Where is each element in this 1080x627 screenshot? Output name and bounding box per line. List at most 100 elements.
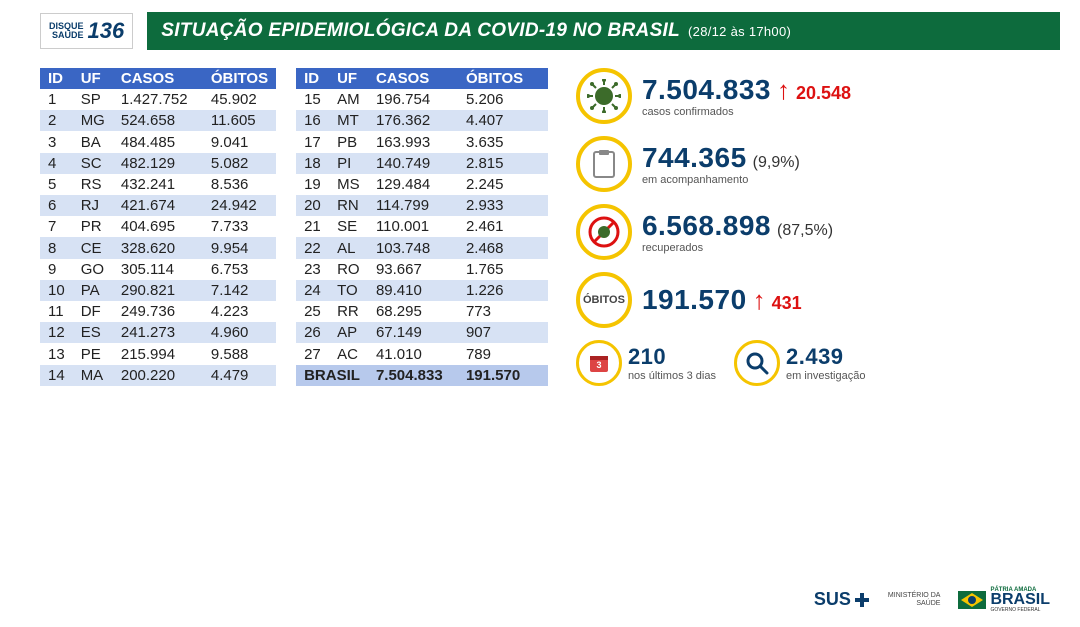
- table-row: 1SP1.427.75245.902: [40, 89, 276, 110]
- investigation-value: 2.439: [786, 344, 866, 370]
- col-uf: UF: [329, 68, 368, 89]
- table-row: 27AC41.010789: [296, 343, 548, 364]
- table-row: 23RO93.6671.765: [296, 259, 548, 280]
- cell-id: 19: [296, 174, 329, 195]
- cell-obitos: 4.407: [458, 110, 548, 131]
- cell-uf: PA: [73, 280, 113, 301]
- cell-id: 25: [296, 301, 329, 322]
- recovered-pct: (87,5%): [777, 222, 833, 240]
- cell-casos: 176.362: [368, 110, 458, 131]
- confirmed-delta: 20.548: [796, 83, 851, 104]
- cell-obitos: 1.226: [458, 280, 548, 301]
- flag-icon: [958, 591, 986, 609]
- table-row: 21SE110.0012.461: [296, 216, 548, 237]
- cell-uf: RS: [73, 174, 113, 195]
- table-row: 2MG524.65811.605: [40, 110, 276, 131]
- cell-obitos: 2.933: [458, 195, 548, 216]
- col-casos: CASOS: [368, 68, 458, 89]
- table-row: 3BA484.4859.041: [40, 131, 276, 152]
- cell-obitos: 8.536: [203, 174, 276, 195]
- monitoring-value: 744.365: [642, 142, 747, 174]
- cell-uf: RR: [329, 301, 368, 322]
- stats-panel: 7.504.833 ↑ 20.548 casos confirmados 744…: [576, 68, 1060, 386]
- cell-uf: RJ: [73, 195, 113, 216]
- deaths-icon: ÓBITOS: [576, 272, 632, 328]
- monitoring-label: em acompanhamento: [642, 174, 800, 186]
- cell-casos: 200.220: [113, 365, 203, 386]
- table-row: 8CE328.6209.954: [40, 237, 276, 258]
- cell-id: 3: [40, 131, 73, 152]
- cell-obitos: 45.902: [203, 89, 276, 110]
- brasil-text: BRASIL: [990, 593, 1050, 607]
- cell-casos: 328.620: [113, 237, 203, 258]
- table-row: 6RJ421.67424.942: [40, 195, 276, 216]
- cell-id: 22: [296, 237, 329, 258]
- total-casos: 7.504.833: [368, 365, 458, 386]
- cell-casos: 89.410: [368, 280, 458, 301]
- cell-uf: BA: [73, 131, 113, 152]
- investigation-label: em investigação: [786, 370, 866, 382]
- last3-value: 210: [628, 344, 716, 370]
- cell-casos: 140.749: [368, 153, 458, 174]
- total-row: BRASIL7.504.833191.570: [296, 365, 548, 386]
- cell-obitos: 2.245: [458, 174, 548, 195]
- cell-obitos: 7.733: [203, 216, 276, 237]
- table-row: 15AM196.7545.206: [296, 89, 548, 110]
- cell-id: 4: [40, 153, 73, 174]
- table-row: 22AL103.7482.468: [296, 237, 548, 258]
- cell-casos: 103.748: [368, 237, 458, 258]
- cell-id: 7: [40, 216, 73, 237]
- header-bar: DISQUE SAÚDE 136 SITUAÇÃO EPIDEMIOLÓGICA…: [40, 12, 1060, 50]
- cell-obitos: 7.142: [203, 280, 276, 301]
- cell-uf: AP: [329, 322, 368, 343]
- cell-id: 20: [296, 195, 329, 216]
- cell-id: 10: [40, 280, 73, 301]
- total-obitos: 191.570: [458, 365, 548, 386]
- stat-last3days: 3 210 nos últimos 3 dias: [576, 340, 716, 386]
- stat-investigation: 2.439 em investigação: [734, 340, 866, 386]
- table-row: 4SC482.1295.082: [40, 153, 276, 174]
- table-row: 12ES241.2734.960: [40, 322, 276, 343]
- cell-uf: SC: [73, 153, 113, 174]
- state-tables: IDUFCASOSÓBITOS 1SP1.427.75245.9022MG524…: [40, 68, 548, 386]
- stat-monitoring: 744.365 (9,9%) em acompanhamento: [576, 136, 1060, 192]
- disque-saude-badge: DISQUE SAÚDE 136: [40, 13, 133, 49]
- cell-uf: MS: [329, 174, 368, 195]
- table-row: 26AP67.149907: [296, 322, 548, 343]
- cell-obitos: 11.605: [203, 110, 276, 131]
- total-label: BRASIL: [296, 365, 368, 386]
- cell-uf: AM: [329, 89, 368, 110]
- disque-label: DISQUE SAÚDE: [49, 22, 84, 40]
- page-title: SITUAÇÃO EPIDEMIOLÓGICA DA COVID-19 NO B…: [161, 20, 680, 42]
- cell-obitos: 9.954: [203, 237, 276, 258]
- deaths-icon-text: ÓBITOS: [583, 294, 625, 306]
- table-row: 5RS432.2418.536: [40, 174, 276, 195]
- calendar-icon: 3: [576, 340, 622, 386]
- col-id: ID: [40, 68, 73, 89]
- table-row: 16MT176.3624.407: [296, 110, 548, 131]
- recovered-value: 6.568.898: [642, 210, 771, 242]
- table-row: 9GO305.1146.753: [40, 259, 276, 280]
- cell-casos: 249.736: [113, 301, 203, 322]
- cell-casos: 93.667: [368, 259, 458, 280]
- table-row: 10PA290.8217.142: [40, 280, 276, 301]
- cell-id: 13: [40, 343, 73, 364]
- title-banner: SITUAÇÃO EPIDEMIOLÓGICA DA COVID-19 NO B…: [147, 12, 1060, 50]
- footer-logos: SUS MINISTÉRIO DA SAÚDE PÁTRIA AMADA BRA…: [814, 587, 1050, 613]
- cell-uf: MG: [73, 110, 113, 131]
- col-óbitos: ÓBITOS: [203, 68, 276, 89]
- cell-id: 26: [296, 322, 329, 343]
- arrow-up-icon: ↑: [753, 287, 766, 313]
- cell-casos: 129.484: [368, 174, 458, 195]
- cell-casos: 241.273: [113, 322, 203, 343]
- cell-casos: 67.149: [368, 322, 458, 343]
- cell-id: 14: [40, 365, 73, 386]
- cell-obitos: 24.942: [203, 195, 276, 216]
- table-row: 7PR404.6957.733: [40, 216, 276, 237]
- deaths-delta: 431: [772, 293, 802, 314]
- disque-number: 136: [88, 18, 125, 44]
- col-casos: CASOS: [113, 68, 203, 89]
- confirmed-value: 7.504.833: [642, 74, 771, 106]
- cell-casos: 305.114: [113, 259, 203, 280]
- cell-id: 2: [40, 110, 73, 131]
